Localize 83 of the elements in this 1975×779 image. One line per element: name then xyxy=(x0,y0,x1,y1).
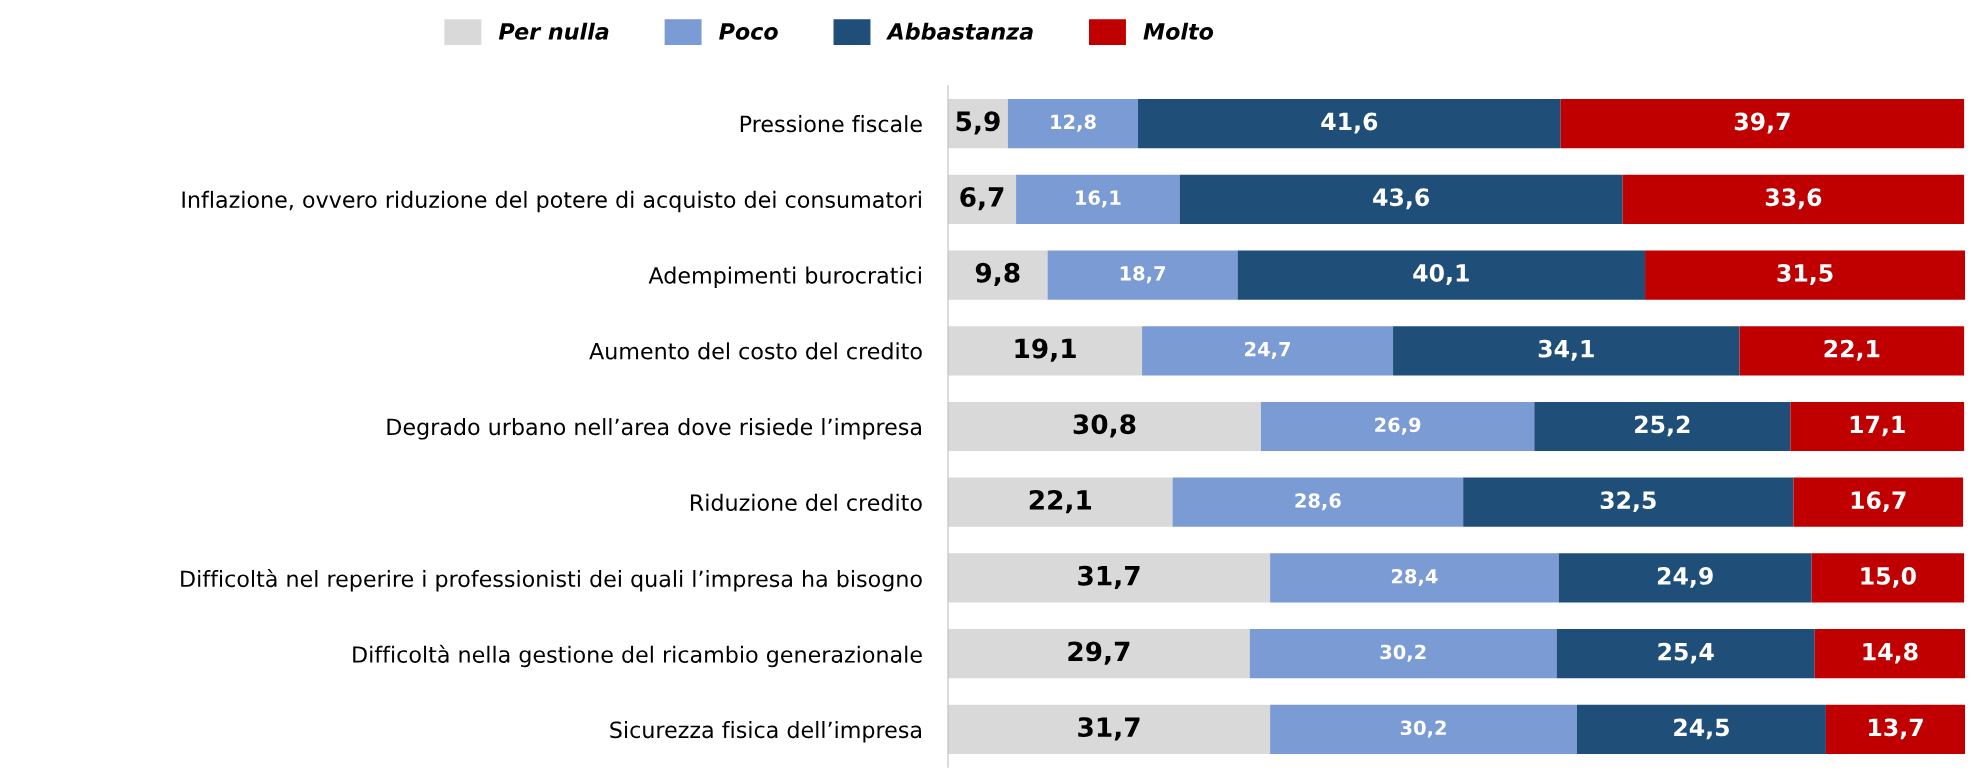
data-label: 6,7 xyxy=(960,187,1004,211)
data-label: 31,7 xyxy=(1078,565,1140,589)
data-label: 30,2 xyxy=(1400,720,1446,738)
bar xyxy=(948,326,1143,376)
bar xyxy=(1534,401,1791,452)
data-label: 39,7 xyxy=(1734,112,1790,134)
data-label: 5,9 xyxy=(956,111,1000,135)
data-label: 29,7 xyxy=(1068,641,1130,665)
bar xyxy=(1172,477,1464,527)
data-label: 30,8 xyxy=(1073,414,1136,438)
data-label: 16,7 xyxy=(1851,491,1906,513)
data-label: 24,9 xyxy=(1657,566,1713,588)
legend-label: Abbastanza xyxy=(886,22,1033,40)
bar xyxy=(1560,98,1965,149)
data-label: 16,1 xyxy=(1076,190,1121,208)
bar xyxy=(1249,629,1557,679)
data-label: 30,2 xyxy=(1380,644,1426,662)
legend-label: Molto xyxy=(1143,22,1214,40)
data-label: 17,1 xyxy=(1850,415,1905,437)
data-label: 24,5 xyxy=(1674,718,1729,740)
data-label: 25,2 xyxy=(1635,415,1690,437)
bar xyxy=(1825,704,1966,755)
data-label: 33,6 xyxy=(1765,188,1822,210)
y-tick-label: Inflazione, ovvero riduzione del potere di acquisto dei consumatori xyxy=(182,190,921,213)
data-label: 26,9 xyxy=(1375,417,1421,435)
bar xyxy=(1270,553,1559,603)
bar xyxy=(948,553,1271,603)
bar xyxy=(1016,174,1180,224)
data-label: 31,7 xyxy=(1078,717,1140,741)
data-label: 13,7 xyxy=(1869,718,1923,740)
bar xyxy=(1739,326,1965,376)
bar xyxy=(1811,553,1965,603)
data-label: 9,8 xyxy=(975,262,1020,287)
data-label: 34,1 xyxy=(1538,339,1594,361)
bar xyxy=(1793,477,1964,527)
data-label: 19,1 xyxy=(1015,338,1076,362)
bar xyxy=(1790,401,1965,452)
bar xyxy=(1645,250,1966,300)
data-label: 31,5 xyxy=(1777,264,1833,285)
y-tick-label: Degrado urbano nell’area dove risiede l’impresa xyxy=(387,418,921,440)
bar xyxy=(1179,174,1623,224)
data-label: 22,1 xyxy=(1029,489,1092,514)
y-tick-label: Difficoltà nel reperire i professionisti dei quali l’impresa ha bisogno xyxy=(181,569,922,592)
bar xyxy=(1047,250,1238,300)
data-label: 43,6 xyxy=(1373,188,1430,210)
bar xyxy=(1007,98,1139,149)
data-label: 40,1 xyxy=(1413,264,1469,285)
bar xyxy=(948,477,1173,527)
data-label: 18,7 xyxy=(1120,265,1166,284)
bar xyxy=(948,704,1271,755)
bar xyxy=(948,250,1048,300)
data-label: 28,4 xyxy=(1391,568,1438,587)
bar xyxy=(948,629,1250,679)
data-label: 22,1 xyxy=(1824,339,1880,361)
data-label: 28,6 xyxy=(1295,493,1341,511)
data-label: 32,5 xyxy=(1600,491,1656,513)
data-label: 12,8 xyxy=(1051,114,1096,132)
bar xyxy=(1260,401,1535,452)
bar xyxy=(1138,98,1561,149)
y-tick-label: Adempimenti burocratici xyxy=(648,266,921,289)
data-label: 14,8 xyxy=(1863,642,1918,664)
bar xyxy=(948,401,1261,452)
legend-label: Per nulla xyxy=(498,22,609,40)
bar xyxy=(1237,250,1646,300)
bar xyxy=(1814,629,1966,679)
bar xyxy=(1270,704,1577,755)
data-label: 25,4 xyxy=(1658,642,1714,664)
bar xyxy=(1142,326,1394,376)
bar xyxy=(1556,629,1815,679)
y-tick-label: Aumento del costo del credito xyxy=(589,342,922,360)
y-tick-label: Riduzione del credito xyxy=(690,493,922,511)
bar xyxy=(1393,326,1740,376)
bar xyxy=(1576,704,1826,755)
y-tick-label: Sicurezza fisica dell’impresa xyxy=(610,721,921,743)
bar xyxy=(1463,477,1794,527)
data-label: 24,7 xyxy=(1245,341,1291,359)
bar xyxy=(1622,174,1965,224)
data-label: 41,6 xyxy=(1321,112,1378,134)
data-label: 15,0 xyxy=(1861,566,1916,588)
legend-label: Poco xyxy=(719,23,778,40)
y-tick-label: Difficoltà nella gestione del ricambio generazionale xyxy=(353,644,922,668)
y-tick-label: Pressione fiscale xyxy=(740,115,922,133)
bar xyxy=(1558,553,1812,603)
